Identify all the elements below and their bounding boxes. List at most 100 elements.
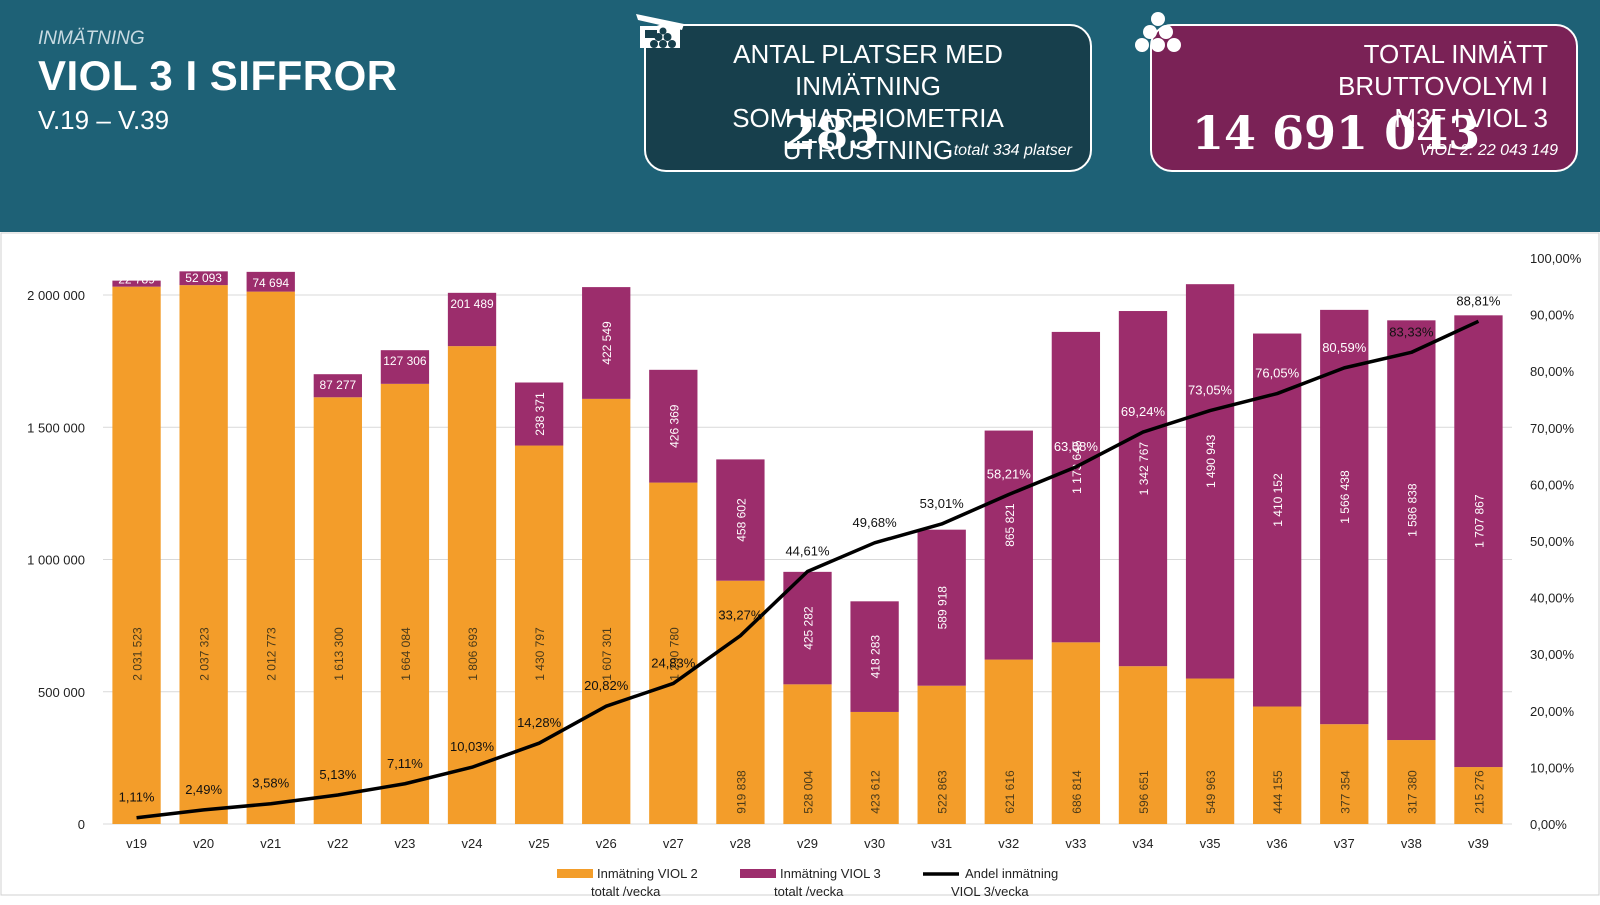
- bar-viol3: [1387, 320, 1436, 741]
- y-left-tick-label: 1 500 000: [27, 420, 85, 435]
- data-label-viol3: 865 821: [1003, 503, 1017, 547]
- volume-label-line1: TOTAL INMÄTT BRUTTOVOLYM I: [1338, 39, 1548, 101]
- y-right-tick-label: 70,00%: [1530, 421, 1575, 436]
- volume-card: TOTAL INMÄTT BRUTTOVOLYM I M3F I VIOL 3 …: [1150, 24, 1578, 172]
- data-label-viol2: 317 380: [1405, 770, 1419, 814]
- y-right-tick-label: 90,00%: [1530, 308, 1575, 323]
- data-label-viol3: 426 369: [667, 404, 681, 448]
- x-tick-label: v27: [663, 836, 684, 851]
- bar-viol3: [783, 571, 832, 685]
- data-label-share: 14,28%: [517, 715, 562, 730]
- bar-viol3: [313, 374, 362, 398]
- data-label-share: 80,59%: [1322, 340, 1367, 355]
- bar-viol3: [179, 271, 228, 286]
- data-label-viol3: 458 602: [734, 498, 748, 542]
- section-kicker: INMÄTNING: [38, 28, 145, 49]
- data-label-viol2: 919 838: [734, 770, 748, 814]
- week-range: V.19 – V.39: [38, 105, 170, 135]
- x-tick-label: v31: [931, 836, 952, 851]
- data-label-viol3: 1 490 943: [1204, 434, 1218, 488]
- sites-value: 285: [784, 106, 881, 160]
- data-label-viol2: 528 004: [802, 770, 816, 814]
- legend-label: totalt /vecka: [591, 884, 661, 899]
- bar-viol3: [582, 287, 631, 399]
- data-label-viol2: 377 354: [1338, 770, 1352, 814]
- data-label-viol2: 2 037 323: [198, 627, 212, 681]
- y-right-tick-label: 50,00%: [1530, 534, 1575, 549]
- data-label-viol2: 1 613 300: [332, 627, 346, 681]
- bar-viol2: [1051, 642, 1101, 824]
- data-label-share: 63,08%: [1054, 439, 1099, 454]
- page-title: VIOL 3 I SIFFROR: [38, 52, 398, 99]
- bar-viol3: [984, 430, 1033, 660]
- data-label-viol2: 215 276: [1472, 770, 1486, 814]
- bar-viol3: [1454, 315, 1503, 768]
- header-band: INMÄTNING VIOL 3 I SIFFROR V.19 – V.39 A…: [0, 0, 1600, 232]
- y-left-tick-label: 1 000 000: [27, 553, 85, 568]
- data-label-viol3: 238 371: [533, 392, 547, 436]
- bar-viol2: [313, 397, 362, 824]
- volume-note: VIOL 2: 22 043 149: [1419, 142, 1558, 159]
- bar-viol3: [850, 601, 899, 712]
- data-label-viol3: 1 410 152: [1271, 473, 1285, 527]
- bar-viol2: [1320, 724, 1369, 824]
- bar-viol2: [246, 291, 295, 824]
- bar-viol3: [1118, 311, 1168, 667]
- data-label-viol3: 589 918: [936, 586, 950, 630]
- y-right-tick-label: 80,00%: [1530, 364, 1575, 379]
- x-tick-label: v28: [730, 836, 751, 851]
- data-label-viol2: 1 430 797: [533, 627, 547, 681]
- data-label-viol2: 444 155: [1271, 770, 1285, 814]
- bar-viol3: [1185, 284, 1235, 679]
- y-right-tick-label: 40,00%: [1530, 591, 1575, 606]
- data-label-viol3: 1 566 438: [1338, 470, 1352, 524]
- data-label-viol2: 2 031 523: [131, 627, 145, 681]
- bar-viol3: [514, 382, 564, 446]
- data-label-viol2: 522 863: [936, 770, 950, 814]
- x-tick-label: v38: [1401, 836, 1422, 851]
- bar-viol2: [112, 286, 161, 824]
- data-label-share: 76,05%: [1255, 366, 1300, 381]
- x-tick-label: v36: [1267, 836, 1288, 851]
- bar-viol2: [1387, 740, 1436, 824]
- bar-viol3: [917, 529, 966, 686]
- y-right-tick-label: 10,00%: [1530, 760, 1575, 775]
- data-label-viol3: 1 342 767: [1137, 442, 1151, 496]
- sites-card-label: ANTAL PLATSER MED INMÄTNING SOM HAR BIOM…: [664, 38, 1072, 166]
- bar-viol2: [1454, 767, 1503, 824]
- data-label-share: 3,58%: [252, 776, 289, 791]
- sites-label-line2: SOM HAR BIOMETRIA UTRUSTNING: [732, 103, 1004, 165]
- data-label-share: 73,05%: [1188, 383, 1233, 398]
- bar-viol2: [850, 711, 899, 824]
- legend-label: totalt /vecka: [774, 884, 844, 899]
- volume-label-line2: M3F I VIOL 3: [1394, 103, 1548, 133]
- x-tick-label: v21: [260, 836, 281, 851]
- volume-value: 14 691 043: [1192, 106, 1481, 160]
- y-right-tick-label: 60,00%: [1530, 477, 1575, 492]
- volume-card-label: TOTAL INMÄTT BRUTTOVOLYM I M3F I VIOL 3: [1170, 38, 1548, 134]
- legend-label: VIOL 3/vecka: [951, 884, 1029, 899]
- x-tick-label: v22: [327, 836, 348, 851]
- data-label-viol3: 1 586 838: [1405, 483, 1419, 537]
- y-right-tick-label: 0,00%: [1530, 817, 1567, 832]
- sites-label-line1: ANTAL PLATSER MED INMÄTNING: [733, 39, 1003, 101]
- bar-viol3: [1051, 331, 1101, 643]
- data-label-share: 33,27%: [718, 608, 763, 623]
- bar-viol2: [1185, 678, 1235, 824]
- sites-note: totalt 334 platser: [953, 142, 1072, 159]
- bar-viol2: [179, 285, 228, 824]
- data-label-share: 24,83%: [651, 655, 696, 670]
- data-label-viol2: 1 806 693: [466, 627, 480, 681]
- data-label-share: 5,13%: [319, 767, 356, 782]
- data-label-share: 44,61%: [785, 544, 830, 559]
- bar-viol3: [246, 271, 295, 292]
- bar-viol2: [984, 659, 1033, 824]
- x-tick-label: v26: [596, 836, 617, 851]
- y-left-tick-label: 0: [78, 817, 85, 832]
- data-label-viol3: 52 093: [185, 271, 222, 285]
- data-label-viol2: 1 290 780: [667, 627, 681, 681]
- x-tick-label: v19: [126, 836, 147, 851]
- data-label-viol2: 621 616: [1003, 770, 1017, 814]
- data-label-share: 2,49%: [185, 782, 222, 797]
- data-label-share: 1,11%: [119, 790, 155, 805]
